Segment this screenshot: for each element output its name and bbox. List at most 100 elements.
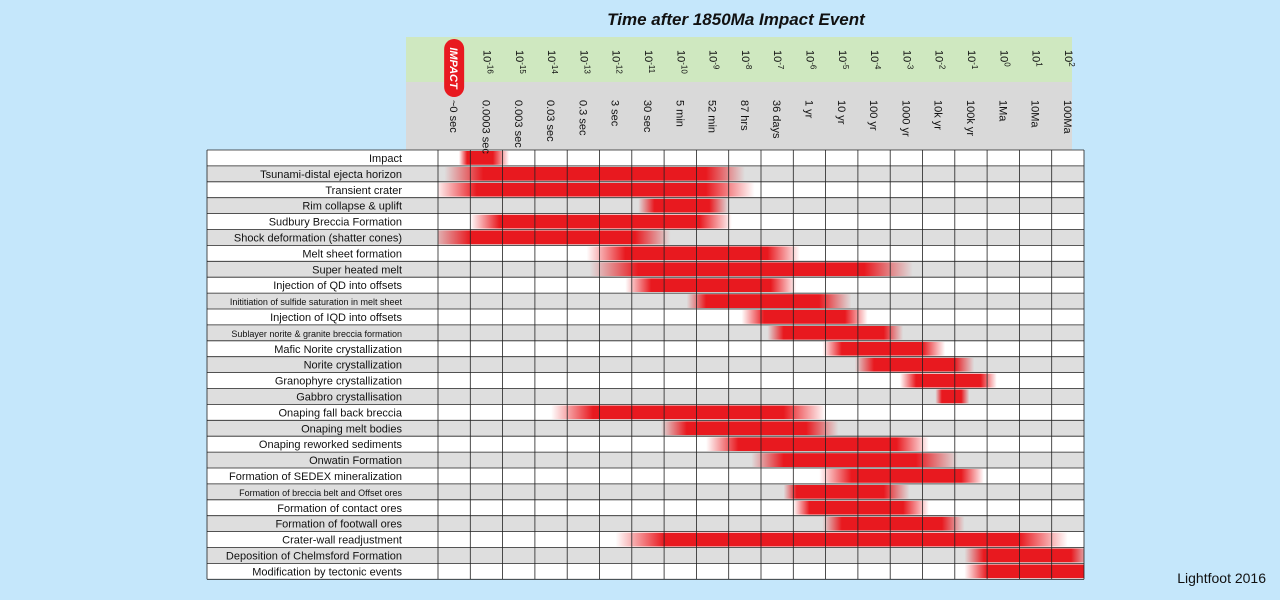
power-base: 10 — [674, 50, 686, 62]
column-power-label: 10-14 — [545, 50, 559, 74]
power-exponent: 2 — [1067, 62, 1076, 67]
row-label: Onaping reworked sediments — [259, 439, 403, 451]
row-label: Melt sheet formation — [302, 248, 402, 260]
power-base: 10 — [965, 50, 977, 62]
heat-bar — [899, 373, 997, 388]
power-base: 10 — [707, 50, 719, 62]
column-time-label: 10Ma — [1029, 100, 1041, 128]
header-time-band — [406, 82, 1072, 150]
row-label: Deposition of Chelmsford Formation — [226, 550, 402, 562]
power-base: 10 — [642, 50, 654, 62]
column-power-label: 10-1 — [965, 50, 979, 70]
row-label: Formation of footwall ores — [275, 519, 402, 531]
column-time-label: 10 yr — [835, 100, 847, 125]
column-time-label: 1 yr — [802, 100, 814, 119]
heat-bar — [783, 484, 910, 499]
column-time-label: 52 min — [706, 100, 718, 133]
heat-bar — [741, 310, 868, 324]
column-time-label: 1Ma — [996, 100, 1008, 122]
heat-bar — [706, 437, 929, 452]
row-label: Tsunami-distal ejecta horizon — [260, 169, 402, 181]
power-exponent: -14 — [550, 62, 559, 74]
column-power-label: 101 — [1030, 50, 1044, 67]
heat-bar — [615, 532, 1068, 547]
column-power-label: 10-2 — [933, 50, 947, 70]
row-label: Norite crystallization — [304, 360, 402, 372]
column-time-label: 10k yr — [932, 100, 944, 130]
row-label: Rim collapse & uplift — [302, 201, 402, 213]
row-background — [207, 547, 1084, 564]
column-power-label: 10-5 — [836, 50, 850, 70]
column-power-label: 102 — [1062, 50, 1076, 67]
column-power-label: 10-3 — [900, 50, 914, 70]
row-background — [207, 293, 1084, 309]
row-label: Onwatin Formation — [309, 455, 402, 467]
heat-bar — [854, 357, 975, 372]
column-power-label: 10-6 — [803, 50, 817, 70]
row-label: Injection of QD into offsets — [273, 280, 402, 292]
power-base: 10 — [868, 50, 880, 62]
column-power-label: 10-15 — [513, 50, 527, 74]
row-label: Modification by tectonic events — [252, 566, 402, 578]
row-background — [207, 150, 1084, 166]
power-exponent: -13 — [582, 62, 591, 74]
row-background — [207, 388, 1084, 405]
power-base: 10 — [739, 50, 751, 62]
row-label: Granophyre crystallization — [275, 376, 402, 388]
impact-badge-pill — [444, 39, 465, 97]
chart-title: Time after 1850Ma Impact Event — [607, 10, 865, 29]
column-time-label: 87 hrs — [738, 100, 750, 131]
power-exponent: -6 — [808, 62, 817, 70]
power-exponent: -7 — [776, 62, 785, 70]
power-exponent: -9 — [712, 62, 721, 70]
row-label: Inititiation of sulfide saturation in me… — [230, 297, 403, 307]
column-time-label: 0.0003 sec — [479, 100, 491, 154]
heat-bar — [793, 500, 929, 515]
row-label: Shock deformation (shatter cones) — [234, 232, 402, 244]
heat-bar — [438, 182, 755, 197]
power-base: 10 — [803, 50, 815, 62]
heat-bar — [822, 516, 965, 531]
column-time-label: 1000 yr — [899, 100, 911, 137]
column-power-label: 10-11 — [642, 50, 656, 74]
heat-bar — [589, 262, 913, 277]
column-power-label: 10-7 — [771, 50, 785, 70]
heat-bar — [964, 548, 1084, 563]
power-base: 10 — [900, 50, 912, 62]
header-power-band — [406, 37, 1072, 82]
heat-bar — [638, 198, 729, 213]
heat-bar — [586, 246, 800, 261]
column-power-label: 10-4 — [868, 50, 882, 70]
power-base: 10 — [771, 50, 783, 62]
power-base: 10 — [610, 50, 622, 62]
power-base: 10 — [1062, 50, 1074, 62]
column-time-label: 0.03 sec — [544, 100, 556, 142]
row-label: Impact — [369, 153, 402, 165]
column-time-label: 30 sec — [641, 100, 653, 133]
row-label: Sudbury Breccia Formation — [269, 217, 402, 229]
impact-badge-label: IMPACT — [447, 47, 459, 90]
heat-bar — [751, 453, 959, 467]
heat-bar — [767, 325, 904, 340]
column-power-label: 10-12 — [610, 50, 624, 74]
column-time-label: 5 min — [673, 100, 685, 127]
row-background — [207, 563, 1084, 580]
heat-bar — [822, 341, 946, 356]
power-base: 10 — [933, 50, 945, 62]
row-label: Formation of contact ores — [277, 503, 402, 515]
heat-bar — [625, 278, 797, 293]
column-power-label: 100 — [997, 50, 1011, 67]
power-exponent: -2 — [938, 62, 947, 70]
column-power-label: 10-9 — [707, 50, 721, 70]
row-label: Transient crater — [325, 185, 402, 197]
column-power-label: 10-16 — [480, 50, 494, 74]
column-power-label: 10-13 — [577, 50, 591, 74]
power-exponent: -11 — [647, 62, 656, 74]
heat-bar — [444, 166, 745, 181]
power-exponent: -10 — [679, 62, 688, 74]
column-power-label: 10-8 — [739, 50, 753, 70]
column-power-label: 10-10 — [674, 50, 688, 74]
heat-bar — [964, 564, 1084, 579]
row-background — [207, 420, 1084, 437]
